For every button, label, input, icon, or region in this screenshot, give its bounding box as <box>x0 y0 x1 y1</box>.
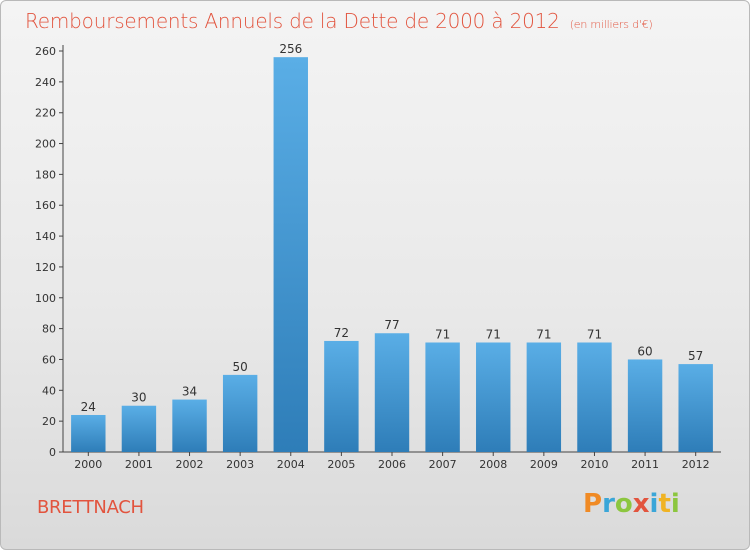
data-label: 30 <box>131 391 146 405</box>
bar <box>627 359 663 452</box>
data-label: 34 <box>182 385 197 399</box>
x-tick-label: 2001 <box>125 458 153 471</box>
proxiti-logo: Proxiti <box>583 489 680 519</box>
y-tick-label: 260 <box>35 45 56 58</box>
y-tick-label: 220 <box>35 107 56 120</box>
x-tick-label: 2010 <box>580 458 608 471</box>
x-tick-label: 2006 <box>378 458 406 471</box>
logo-letter: i <box>670 489 680 519</box>
data-label: 71 <box>435 327 450 341</box>
data-label: 50 <box>233 360 248 374</box>
y-tick-label: 240 <box>35 76 56 89</box>
bar <box>526 342 562 452</box>
x-tick-label: 2005 <box>327 458 355 471</box>
logo-letter: i <box>649 489 659 519</box>
y-tick-label: 20 <box>42 415 56 428</box>
x-tick-label: 2007 <box>429 458 457 471</box>
bar <box>324 340 359 452</box>
logo-letter: P <box>583 489 603 519</box>
y-tick-label: 200 <box>35 138 56 151</box>
data-label: 72 <box>334 326 349 340</box>
y-tick-label: 40 <box>42 384 56 397</box>
y-tick-label: 0 <box>49 446 56 459</box>
bar <box>476 342 511 452</box>
chart-title-main: Remboursements Annuels de la Dette de 20… <box>25 9 560 33</box>
data-label: 24 <box>81 400 96 414</box>
bar <box>374 333 410 452</box>
y-tick-label: 140 <box>35 230 56 243</box>
data-label: 60 <box>637 344 652 358</box>
chart-subtitle: (en milliers d'€) <box>569 18 653 31</box>
x-tick-label: 2002 <box>176 458 204 471</box>
logo-letter: x <box>632 489 650 519</box>
data-label: 77 <box>384 318 399 332</box>
bar <box>425 342 460 452</box>
y-tick-label: 120 <box>35 261 56 274</box>
data-label: 256 <box>279 42 302 56</box>
x-tick-label: 2008 <box>479 458 507 471</box>
x-tick-label: 2000 <box>74 458 102 471</box>
data-label: 57 <box>688 349 703 363</box>
logo-letter: o <box>614 489 633 519</box>
chart-title: Remboursements Annuels de la Dette de 20… <box>25 9 653 33</box>
x-tick-label: 2009 <box>530 458 558 471</box>
y-tick-label: 80 <box>42 323 56 336</box>
y-tick-label: 100 <box>35 292 56 305</box>
data-label: 71 <box>486 327 501 341</box>
y-tick-label: 60 <box>42 353 56 366</box>
x-tick-label: 2003 <box>226 458 254 471</box>
x-tick-label: 2012 <box>682 458 710 471</box>
y-tick-label: 160 <box>35 199 56 212</box>
bar <box>222 374 258 452</box>
logo-letter: t <box>658 489 671 519</box>
x-tick-label: 2011 <box>631 458 659 471</box>
x-tick-label: 2004 <box>277 458 305 471</box>
bar <box>273 57 308 453</box>
bar <box>121 405 157 452</box>
data-label: 71 <box>536 327 551 341</box>
logo-letter: r <box>602 489 615 519</box>
bar <box>71 414 106 452</box>
bar <box>172 399 207 452</box>
data-label: 71 <box>587 327 602 341</box>
bar <box>678 364 713 452</box>
y-tick-label: 180 <box>35 168 56 181</box>
bar <box>577 342 612 452</box>
municipality-name: BRETTNACH <box>37 497 144 518</box>
